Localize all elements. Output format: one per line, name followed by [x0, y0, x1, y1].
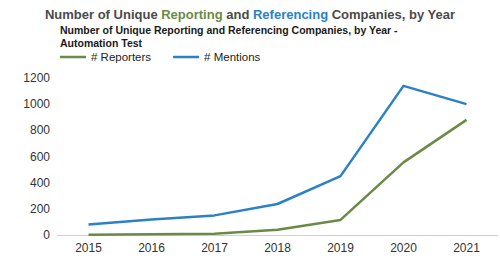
- title: Number of Unique Reporting and Referenci…: [45, 7, 455, 22]
- plot-area: [89, 86, 467, 235]
- legend-swatch: [173, 56, 199, 59]
- series-line: [89, 120, 467, 235]
- x-tick-label: 2021: [453, 241, 480, 255]
- y-tick-label: 1000: [23, 97, 50, 111]
- title-part: Number of Unique: [45, 7, 161, 22]
- y-tick-label: 800: [30, 123, 50, 137]
- x-tick-label: 2019: [327, 241, 354, 255]
- y-tick-label: 400: [30, 176, 50, 190]
- y-tick-label: 1200: [23, 71, 50, 85]
- title-part: Referencing: [253, 7, 328, 22]
- title-part: and: [223, 7, 253, 22]
- legend-swatch: [60, 56, 86, 59]
- y-tick-label: 0: [43, 228, 50, 242]
- x-tick-label: 2015: [75, 241, 102, 255]
- legend-entry: # Reporters: [60, 51, 151, 63]
- x-tick-label: 2016: [138, 241, 165, 255]
- legend-entry: # Mentions: [173, 51, 261, 63]
- x-tick-label: 2018: [264, 241, 291, 255]
- legend-label: # Mentions: [204, 51, 261, 63]
- title-part: Companies, by Year: [328, 7, 455, 22]
- series-line: [89, 86, 467, 225]
- subtitle: Number of Unique Reporting and Referenci…: [60, 24, 430, 50]
- chart: Number of Unique Reporting and Referenci…: [0, 0, 500, 268]
- y-tick-label: 600: [30, 150, 50, 164]
- x-tick-label: 2020: [390, 241, 417, 255]
- legend-label: # Reporters: [91, 51, 151, 63]
- y-tick-label: 200: [30, 202, 50, 216]
- title-part: Reporting: [161, 7, 222, 22]
- x-tick-label: 2017: [201, 241, 228, 255]
